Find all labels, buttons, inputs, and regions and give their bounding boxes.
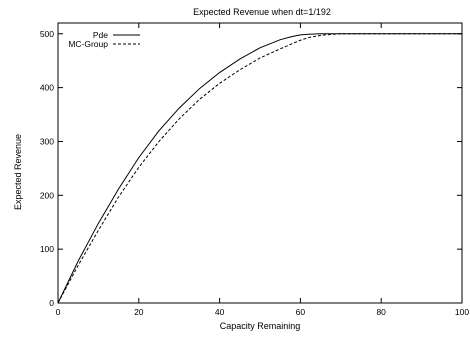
y-tick-label: 100 [40, 244, 54, 254]
series-line-mc-group [57, 33, 462, 304]
x-tick-label: 40 [215, 307, 225, 317]
y-tick-label: 400 [40, 83, 54, 93]
chart-title: Expected Revenue when dt=1/192 [193, 7, 331, 17]
legend-label: MC-Group [68, 39, 108, 49]
x-axis-label: Capacity Remaining [220, 321, 301, 331]
plot-frame [57, 22, 463, 304]
x-tick-label: 100 [455, 307, 469, 317]
y-tick-label: 300 [40, 136, 54, 146]
x-tick-label: 20 [134, 307, 144, 317]
y-tick-label: 0 [49, 298, 54, 308]
series-line-pde [57, 33, 462, 304]
y-tick-label: 500 [40, 29, 54, 39]
axis-ticks: 0 20 40 60 80 100 0 100 200 300 400 500 [40, 23, 469, 317]
x-tick-label: 0 [56, 307, 61, 317]
x-tick-label: 80 [376, 307, 386, 317]
legend-label: Pde [93, 30, 108, 40]
y-tick-label: 200 [40, 190, 54, 200]
series-lines [57, 33, 462, 304]
y-axis-label: Expected Revenue [13, 134, 23, 210]
x-tick-label: 60 [296, 307, 306, 317]
